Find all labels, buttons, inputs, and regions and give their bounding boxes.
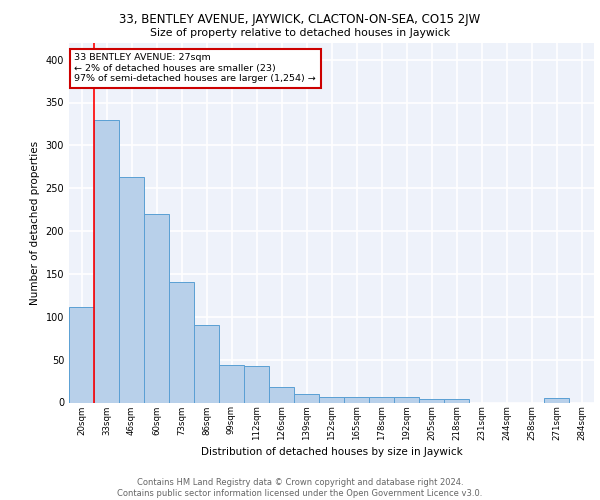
Bar [144,214,169,402]
Text: Contains HM Land Registry data © Crown copyright and database right 2024.
Contai: Contains HM Land Registry data © Crown c… [118,478,482,498]
X-axis label: Distribution of detached houses by size in Jaywick: Distribution of detached houses by size … [200,447,463,457]
Bar [94,120,119,403]
Bar [244,366,269,403]
Text: 33 BENTLEY AVENUE: 27sqm
← 2% of detached houses are smaller (23)
97% of semi-de: 33 BENTLEY AVENUE: 27sqm ← 2% of detache… [74,54,316,83]
Bar [194,324,219,402]
Bar [269,387,294,402]
Bar [119,177,144,402]
Bar [544,398,569,402]
Bar [444,399,469,402]
Bar [369,396,394,402]
Bar [344,398,369,402]
Text: Size of property relative to detached houses in Jaywick: Size of property relative to detached ho… [150,28,450,38]
Bar [219,365,244,403]
Bar [394,396,419,402]
Bar [169,282,194,403]
Y-axis label: Number of detached properties: Number of detached properties [30,140,40,304]
Bar [419,399,444,402]
Bar [319,396,344,402]
Text: 33, BENTLEY AVENUE, JAYWICK, CLACTON-ON-SEA, CO15 2JW: 33, BENTLEY AVENUE, JAYWICK, CLACTON-ON-… [119,12,481,26]
Bar [69,306,94,402]
Bar [294,394,319,402]
